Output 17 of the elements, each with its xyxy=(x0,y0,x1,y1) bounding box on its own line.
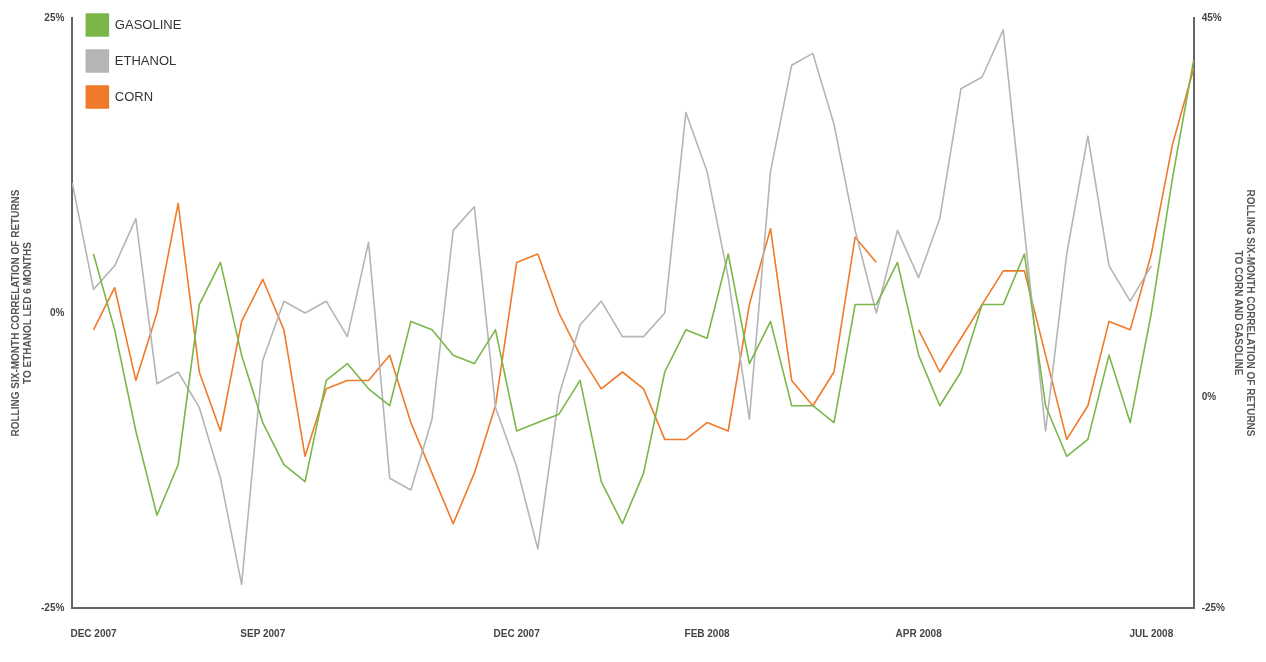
legend-label: GASOLINE xyxy=(114,16,182,32)
x-tick-label: DEC 2007 xyxy=(70,627,118,639)
x-tick-label: SEP 2007 xyxy=(240,627,286,639)
y-tick-label: 25% xyxy=(44,11,65,23)
y2-tick-label: 0% xyxy=(1201,391,1217,403)
x-tick-label: DEC 2007 xyxy=(493,627,541,639)
legend-label: CORN xyxy=(114,88,154,104)
y2-axis-title: ROLLING SIX-MONTH CORRELATION OF RETURNS TO CORN AND GASOLINE xyxy=(1233,189,1257,437)
x-tick-label: FEB 2008 xyxy=(684,627,730,639)
y2-tick-label: -25% xyxy=(1201,601,1226,613)
y-tick-label: -25% xyxy=(40,601,65,613)
y-tick-label: 0% xyxy=(49,306,65,318)
x-tick-label: APR 2008 xyxy=(895,627,943,639)
y2-tick-label: 45% xyxy=(1201,11,1222,23)
x-tick-label: JUL 2008 xyxy=(1129,627,1174,639)
legend-label: ETHANOL xyxy=(114,52,177,68)
y-axis-title: ROLLING SIX-MONTH CORRELATION OF RETURNS TO ETHANOL LED 6 MONTHS xyxy=(9,189,33,437)
